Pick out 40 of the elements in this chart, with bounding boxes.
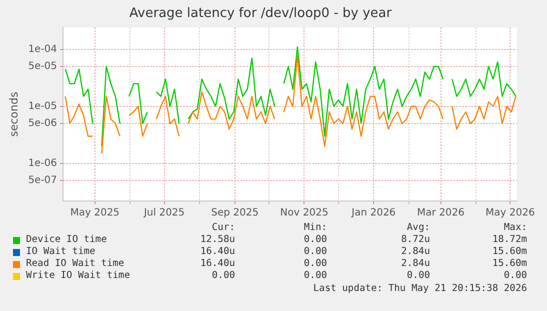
legend-label: Write IO Wait time	[26, 270, 130, 282]
legend-label: IO Wait time	[26, 246, 96, 258]
text: 2.84u	[400, 258, 430, 270]
text: 16.40u	[199, 258, 235, 270]
text: Cur:	[210, 222, 235, 234]
text: 0.00	[302, 270, 327, 282]
text: 0.00	[406, 270, 430, 282]
x-tick-label: Jul 2025	[142, 208, 185, 219]
text: Avg:	[406, 222, 430, 234]
text: 16.40u	[199, 246, 235, 258]
y-tick-label: 5e-07	[28, 175, 58, 186]
y-tick-label: 5e-06	[28, 118, 58, 130]
text: 0.00	[302, 234, 327, 246]
text: 8.72u	[400, 234, 430, 246]
text: 15.60m	[491, 246, 527, 258]
y-axis-title: seconds	[7, 92, 20, 137]
chart-title: Average latency for /dev/loop0 - by year	[129, 6, 392, 22]
text: Max:	[502, 222, 527, 234]
text: Last update: Thu May 21 20:15:38 2026	[313, 283, 527, 294]
x-tick-label: Sep 2025	[211, 208, 259, 219]
x-tick-label: May 2025	[70, 208, 120, 219]
x-tick-label: Nov 2025	[280, 208, 328, 219]
x-tick-label: May 2026	[486, 208, 535, 219]
legend-label: Read IO Wait time	[26, 258, 124, 270]
y-tick-label: 1e-06	[28, 158, 58, 170]
text: 0.00	[302, 258, 327, 270]
text: 12.58u	[199, 234, 235, 246]
text: 0.00	[502, 270, 527, 282]
x-tick-label: Jan 2026	[350, 208, 396, 219]
text: 2.84u	[400, 246, 430, 258]
text: 18.72m	[491, 234, 527, 246]
y-tick-label: 1e-05	[28, 100, 58, 112]
y-tick-label: 1e-04	[28, 44, 58, 55]
text: 15.60m	[491, 258, 527, 270]
legend-label: Device IO time	[26, 234, 107, 246]
text: Min:	[302, 222, 327, 234]
x-tick-label: Mar 2026	[417, 208, 465, 219]
text: 0.00	[302, 246, 327, 258]
y-tick-label: 5e-05	[28, 61, 58, 72]
text: 0.00	[210, 270, 235, 282]
